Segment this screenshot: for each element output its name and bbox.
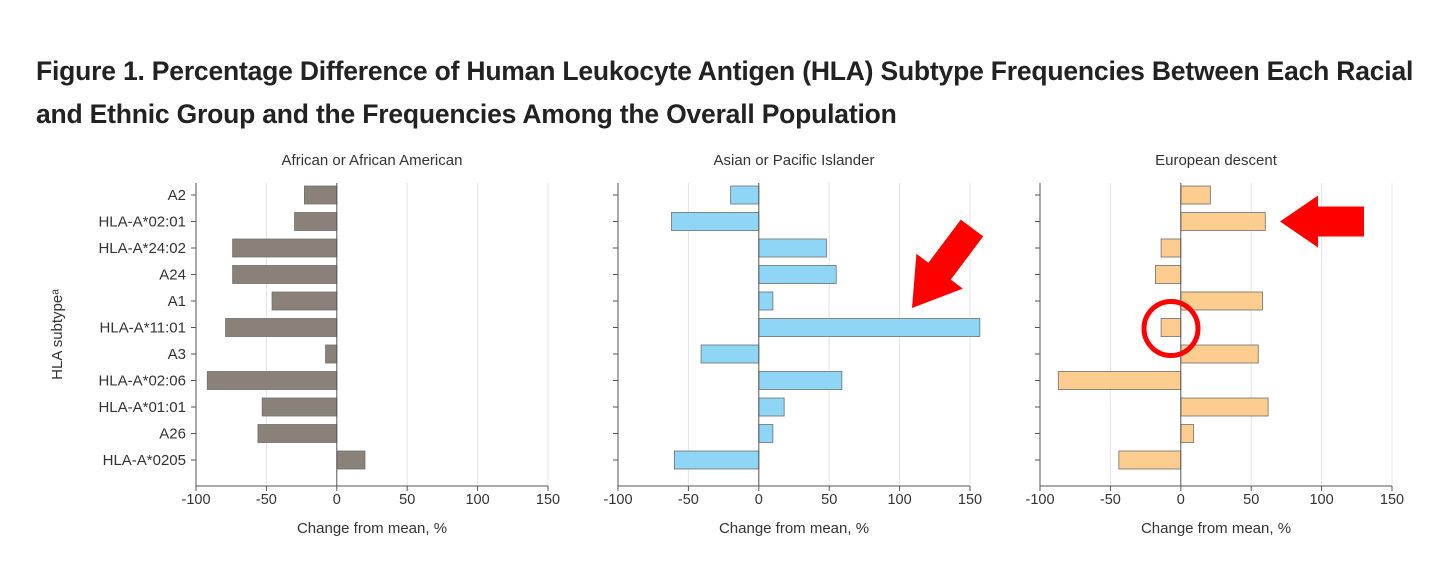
bar-hla-a-0205 [336,450,366,470]
x-tick-label: 50 [399,492,415,508]
bar-a24 [1155,265,1182,284]
category-label: HLA-A*02:06 [98,373,186,390]
x-tick-label: -50 [678,492,699,508]
bar-a2 [1180,185,1211,205]
bar-hla-a-02-01 [671,212,760,231]
panel-european-descent: -100 -50 0 50 100 150 European descent Change f… [1025,152,1404,537]
x-tick-label: 100 [465,492,489,508]
bar-hla-a-02-01 [294,212,338,231]
bar-a1 [271,291,338,311]
x-tick-label: 0 [333,492,341,508]
bar-a26 [257,424,338,443]
panel-title: African or African American [282,152,463,169]
category-label: HLA-A*11:01 [100,320,186,337]
bar-hla-a-0205 [673,450,760,470]
bar-a2 [304,185,338,205]
bar-hla-a-01-01 [1180,397,1269,417]
red-arrow-icon-european [1280,195,1364,248]
x-tick-label: 100 [1309,492,1333,508]
x-axis-label: Change from mean, % [297,520,447,537]
figure-title-line-1: Figure 1. Percentage Difference of Human… [36,56,1414,86]
x-tick-label: -50 [1100,492,1121,508]
annotations [912,195,1364,358]
bar-hla-a-11-01 [758,318,981,337]
panel-title: European descent [1155,152,1278,169]
x-tick-label: 0 [1177,492,1185,508]
bar-hla-a-24-02 [1160,238,1182,258]
x-axis-label: Change from mean, % [1141,520,1291,537]
panel-title: Asian or Pacific Islander [714,152,875,169]
x-tick-label: 150 [1380,492,1404,508]
bar-a26 [1180,424,1194,443]
category-label: A24 [159,267,186,284]
figure-title-line-2: and Ethnic Group and the Frequencies Amo… [36,99,897,129]
panel-asian-or-pacific-islander: -100 -50 0 50 100 150 Asian or Pacific Islande… [603,152,982,537]
x-tick-label: 50 [821,492,837,508]
bar-a24 [232,265,338,284]
panel-african-or-african-american: -100 -50 0 50 100 150 African or African Ameri… [49,152,560,537]
bar-hla-a-02-06 [1057,371,1182,390]
bar-a3 [700,344,760,364]
x-tick-label: -50 [256,492,277,508]
x-tick-label: -100 [603,492,632,508]
bar-a26 [758,424,774,443]
x-tick-label: 50 [1243,492,1259,508]
bar-hla-a-0205 [1118,450,1182,470]
bar-a2 [730,185,760,205]
category-label: HLA-A*0205 [103,452,186,469]
category-label: A1 [168,293,186,310]
category-label: HLA-A*01:01 [98,399,186,416]
category-label: HLA-A*24:02 [98,240,186,257]
red-arrow-icon-asian [912,219,984,308]
x-tick-label: -100 [181,492,210,508]
category-label: A2 [168,187,186,204]
bar-hla-a-24-02 [232,238,338,258]
category-label: HLA-A*02:01 [98,214,186,231]
bar-hla-a-01-01 [261,397,338,417]
x-tick-label: -100 [1025,492,1054,508]
bar-hla-a-24-02 [758,238,827,258]
bar-hla-a-02-06 [758,371,843,390]
category-label: A26 [159,426,186,443]
x-tick-label: 100 [887,492,911,508]
category-label: A3 [168,346,186,363]
y-axis-label: HLA subtypeᵃ [49,289,66,380]
bar-hla-a-02-01 [1180,212,1266,231]
bar-hla-a-11-01 [225,318,338,337]
bar-a1 [1180,291,1263,311]
figure-title: Figure 1. Percentage Difference of Human… [36,50,1436,136]
bar-a1 [758,291,774,311]
x-tick-label: 150 [536,492,560,508]
bar-hla-a-11-01 [1160,318,1182,337]
red-circle-highlight [1141,299,1201,358]
x-axis-label: Change from mean, % [719,520,869,537]
bar-hla-a-02-06 [206,371,338,390]
bar-a24 [758,265,837,284]
x-tick-label: 0 [755,492,763,508]
x-tick-label: 150 [958,492,982,508]
bar-a3 [325,344,338,364]
bar-hla-a-01-01 [758,397,785,417]
